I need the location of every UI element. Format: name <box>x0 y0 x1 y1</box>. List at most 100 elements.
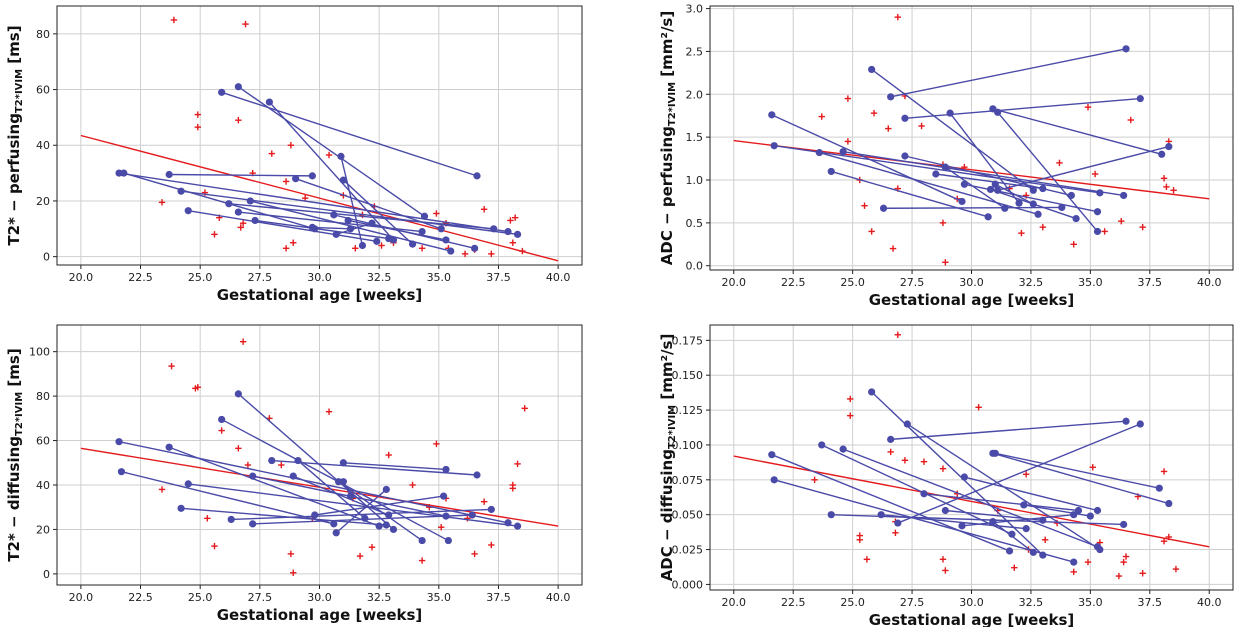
subject-point <box>815 148 823 157</box>
subject-line <box>960 473 1102 515</box>
subject-line <box>991 449 1163 492</box>
data-point <box>1160 468 1168 475</box>
data-point <box>1163 183 1170 191</box>
data-point <box>844 138 852 145</box>
subject-line <box>268 456 481 479</box>
plot-area <box>733 331 1210 580</box>
subject-point <box>373 237 381 245</box>
subject-point <box>1158 150 1166 158</box>
subject-point <box>289 472 297 480</box>
y-tick-label: 0.175 <box>672 334 704 347</box>
data-point <box>811 476 818 484</box>
x-tick-label: 37.5 <box>486 271 511 284</box>
data-point <box>290 569 297 576</box>
data-point <box>170 16 178 24</box>
subject-point <box>234 390 242 398</box>
y-axis-label: ADC − diffusingT2*IVIM [mm²/s] <box>658 334 678 582</box>
subject-point <box>1096 189 1104 197</box>
data-point <box>301 194 309 202</box>
data-point <box>290 239 297 246</box>
data-point <box>1160 175 1168 182</box>
subject-point <box>437 225 445 233</box>
subject-point <box>249 472 257 480</box>
subject-point <box>1093 543 1102 551</box>
data-point <box>158 486 166 493</box>
data-point <box>278 461 285 469</box>
data-point <box>942 567 949 574</box>
data-point <box>368 544 376 551</box>
subject-point <box>246 197 254 205</box>
data-point <box>844 95 852 102</box>
data-point <box>1170 187 1177 194</box>
data-point <box>521 405 528 412</box>
subject-line <box>184 207 381 245</box>
data-point <box>918 122 925 130</box>
data-point <box>870 109 878 117</box>
x-tick-label: 40.0 <box>546 271 571 284</box>
subject-line <box>218 88 481 180</box>
y-tick-label: 40 <box>36 479 50 492</box>
subject-point <box>218 88 226 96</box>
y-tick-label: 0.075 <box>672 474 704 487</box>
subject-line <box>165 443 383 530</box>
subject-point <box>932 170 940 178</box>
subject-point <box>818 441 826 449</box>
subject-point <box>339 478 347 486</box>
x-tick-label: 22.5 <box>128 591 153 604</box>
subject-point <box>117 468 126 476</box>
data-point <box>847 395 854 403</box>
x-axis-label: Gestational age [weeks] <box>217 606 423 624</box>
subject-point <box>490 225 498 233</box>
y-tick-label: 2.0 <box>686 88 704 101</box>
subject-point <box>1029 186 1037 194</box>
subject-point <box>839 445 847 453</box>
subject-line <box>249 511 476 528</box>
data-point <box>894 331 902 338</box>
x-axis-label: Gestational age [weeks] <box>869 611 1075 627</box>
subject-point <box>1155 484 1163 492</box>
data-point <box>488 250 495 258</box>
chart-panel-1: 20.0 22.5 25.0 27.5 30.0 32.5 35.0 37.5 40.0 0 20 4… <box>5 5 583 304</box>
subject-point <box>165 443 173 451</box>
subject-point <box>346 492 355 500</box>
subject-point <box>877 511 885 519</box>
subject-point <box>1165 499 1173 508</box>
y-tick-label: 60 <box>36 84 50 97</box>
subject-point <box>385 511 393 519</box>
subject-point <box>1029 548 1037 556</box>
x-tick-label: 37.5 <box>1138 276 1163 289</box>
subject-line <box>901 94 1144 122</box>
subject-point <box>332 529 340 537</box>
subject-point <box>513 230 522 238</box>
chart-panel-3: 20.0 22.5 25.0 27.5 30.0 32.5 35.0 37.5 40.0 0 20 4… <box>5 324 583 624</box>
regression-line <box>733 139 1210 200</box>
subject-point <box>218 415 226 424</box>
data-point <box>511 214 519 221</box>
subject-point <box>344 216 352 225</box>
data-point <box>1011 564 1018 571</box>
subject-line <box>879 203 1066 212</box>
subject-point <box>879 204 888 212</box>
subject-point <box>768 451 776 459</box>
data-point <box>158 199 166 206</box>
x-tick-label: 35.0 <box>427 591 452 604</box>
subject-line <box>887 45 1130 101</box>
data-point <box>847 412 854 419</box>
subject-point <box>1029 200 1037 208</box>
data-point <box>975 404 982 411</box>
subject-point <box>1022 525 1030 533</box>
data-point <box>168 362 175 370</box>
subject-point <box>1058 203 1066 212</box>
subject-point <box>184 480 192 488</box>
subject-point <box>332 230 340 238</box>
data-point <box>211 231 218 238</box>
x-tick-label: 35.0 <box>1078 596 1103 609</box>
subject-point <box>1122 417 1130 425</box>
y-tick-label: 60 <box>36 435 50 448</box>
subject-point <box>408 240 417 248</box>
data-point <box>385 451 392 459</box>
subject-line <box>989 105 1166 158</box>
data-point <box>939 219 947 227</box>
y-tick-label: 100 <box>29 346 50 359</box>
subject-point <box>385 234 393 243</box>
